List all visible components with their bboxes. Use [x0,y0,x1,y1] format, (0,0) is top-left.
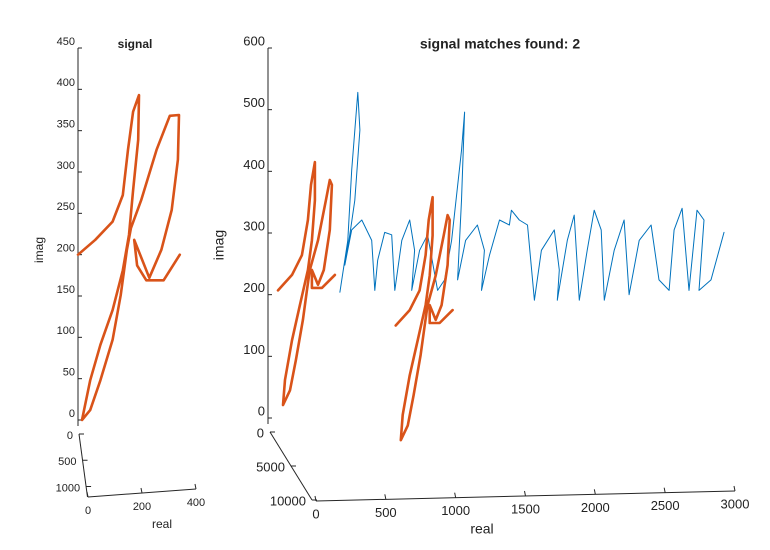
z-tick-label: 300 [57,160,75,172]
x-tick [314,495,317,502]
x-axis-label: real [470,521,493,537]
z-tick-label: 100 [57,325,75,337]
z-tick-label: 300 [243,218,265,233]
z-tick-label: 250 [57,201,75,213]
x-tick-label: 400 [187,497,205,509]
z-tick-label: 0 [69,408,75,420]
z-tick-label: 0 [258,403,265,418]
signal-line [76,93,182,422]
x-tick [194,483,197,490]
x-axis-label: real [152,517,172,531]
z-tick-label: 50 [63,367,75,379]
chart-title: signal matches found: 2 [420,36,580,52]
z-tick-label: 350 [57,119,75,131]
x-tick-label: 200 [133,501,151,513]
depth-axis [78,433,88,498]
x-tick [663,487,666,493]
x-tick-label: 2000 [581,500,610,515]
z-axis-label: imag [32,237,46,263]
z-tick-label: 600 [243,33,265,48]
z-tick-label: 400 [57,77,75,89]
x-tick-label: 0 [312,506,319,521]
z-tick-label: 500 [243,95,265,110]
x-tick-label: 1000 [441,503,470,518]
x-tick-label: 1500 [511,501,540,516]
depth-tick-label: 500 [58,456,76,468]
x-tick-label: 3000 [721,496,750,511]
x-tick-label: 0 [85,505,91,517]
z-tick-label: 200 [57,243,75,255]
x-tick [140,487,143,494]
x-tick [384,494,387,500]
depth-tick-label: 10000 [270,493,306,508]
z-tick-label: 400 [243,157,265,172]
z-tick-label: 450 [57,36,75,48]
x-tick-label: 2500 [651,498,680,513]
z-tick-label: 200 [243,280,265,295]
z-axis-label: imag [211,230,227,260]
signal-line [339,91,725,301]
x-tick [454,492,457,498]
signal-line [276,160,337,407]
x-tick [86,491,89,498]
depth-tick-label: 0 [257,425,264,440]
chart-title: signal [118,37,153,51]
depth-tick-label: 0 [67,430,73,442]
signal-line [394,195,454,442]
x-tick [524,490,526,497]
depth-tick-label: 5000 [256,459,285,474]
z-tick-label: 100 [243,342,265,357]
x-tick-label: 500 [375,505,397,520]
depth-tick-label: 1000 [56,482,80,494]
z-tick-label: 150 [57,284,75,296]
x-tick [733,485,736,492]
x-tick [593,489,596,495]
